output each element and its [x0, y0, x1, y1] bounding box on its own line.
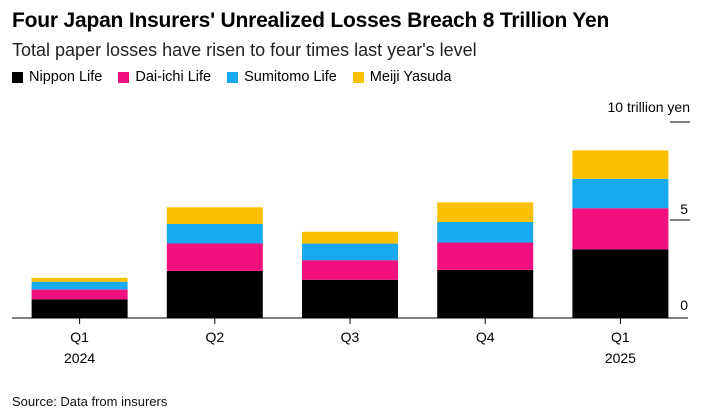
legend-item-nippon-life: Nippon Life — [12, 69, 102, 85]
legend-label-nippon-life: Nippon Life — [29, 69, 103, 85]
legend-item-sumitomo-life: Sumitomo Life — [227, 69, 337, 85]
y-tick-label-0: 0 — [680, 297, 688, 313]
bar-dai-ichi-life-5 — [572, 208, 669, 250]
bar-dai-ichi-life-4 — [437, 242, 534, 270]
x-tick-label-2: Q2 — [205, 329, 224, 345]
x-tick-label-5: Q1 — [611, 329, 630, 345]
legend-swatch-nippon-life — [12, 71, 23, 83]
bar-nippon-life-5 — [572, 249, 669, 318]
legend-swatch-meiji-yasuda — [352, 71, 364, 83]
bar-sumitomo-life-5 — [572, 178, 669, 209]
x-tick-label-4: Q4 — [476, 329, 495, 345]
source-note: Source: Data from insurers — [12, 394, 168, 409]
bar-meiji-yasuda-4 — [437, 202, 534, 222]
legend-item-meiji-yasuda: Meiji Yasuda — [352, 69, 452, 85]
chart-subtitle: Total paper losses have risen to four ti… — [12, 40, 477, 60]
x-year-label-5: 2025 — [605, 350, 636, 366]
bar-dai-ichi-life-3 — [302, 260, 398, 280]
chart-legend: Nippon Life Dai-ichi Life Sumitomo Life … — [12, 69, 467, 85]
bar-meiji-yasuda-2 — [166, 207, 263, 224]
legend-label-sumitomo-life: Sumitomo Life — [244, 69, 337, 85]
chart-title: Four Japan Insurers' Unrealized Losses B… — [12, 9, 610, 32]
y-axis-unit-label: 10 trillion yen — [608, 99, 691, 115]
legend-label-dai-ichi-life: Dai-ichi Life — [135, 69, 212, 85]
bar-sumitomo-life-4 — [437, 222, 534, 243]
y-tick-label-5: 5 — [680, 201, 688, 217]
bar-nippon-life-4 — [437, 270, 534, 318]
bar-sumitomo-life-3 — [302, 243, 398, 261]
x-tick-label-1: Q1 — [70, 329, 89, 345]
bar-meiji-yasuda-1 — [31, 277, 128, 282]
legend-item-dai-ichi-life: Dai-ichi Life — [118, 69, 211, 85]
bar-meiji-yasuda-5 — [572, 150, 669, 179]
bar-nippon-life-1 — [31, 299, 128, 318]
legend-swatch-dai-ichi-life — [118, 71, 130, 83]
x-year-label-1: 2024 — [64, 350, 95, 366]
legend-label-meiji-yasuda: Meiji Yasuda — [369, 69, 452, 85]
bar-meiji-yasuda-3 — [302, 231, 398, 244]
bar-dai-ichi-life-1 — [31, 289, 128, 300]
bar-dai-ichi-life-2 — [166, 243, 263, 271]
bar-nippon-life-2 — [166, 271, 263, 318]
legend-swatch-sumitomo-life — [227, 71, 239, 83]
bar-sumitomo-life-2 — [166, 223, 263, 244]
x-tick-label-3: Q3 — [341, 329, 360, 345]
bar-nippon-life-3 — [302, 279, 398, 318]
bar-sumitomo-life-1 — [31, 281, 128, 290]
